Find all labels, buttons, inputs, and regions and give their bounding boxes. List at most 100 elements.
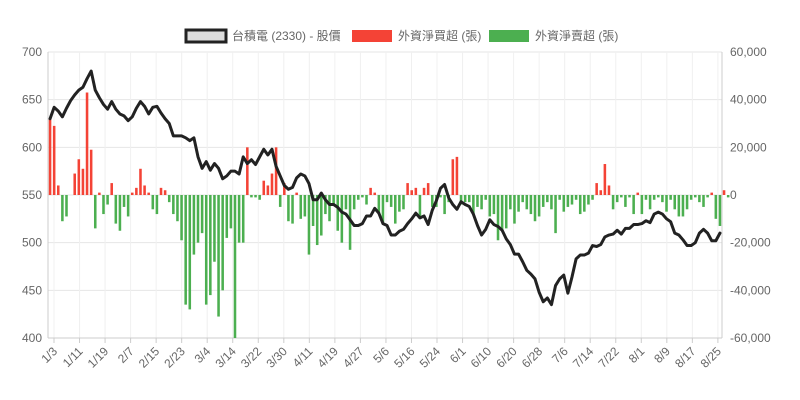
bar-net-sell: [467, 195, 471, 203]
bar-net-sell: [583, 195, 586, 212]
bar-net-sell: [357, 195, 360, 200]
bar-net-sell: [299, 195, 303, 219]
x-axis-tick-label: 6/1: [447, 344, 469, 366]
bar-net-sell: [307, 195, 311, 255]
bar-net-sell: [694, 195, 697, 198]
bar-net-buy: [414, 187, 418, 195]
bar-net-buy: [603, 164, 607, 195]
bar-net-sell: [172, 195, 175, 215]
bar-net-buy: [246, 147, 249, 195]
bar-net-buy: [81, 168, 85, 195]
legend-label: 外資淨買超 (張): [398, 28, 481, 43]
x-axis-tick-label: 8/1: [626, 344, 648, 366]
x-axis-tick-label: 6/20: [493, 344, 520, 371]
price-line: [48, 69, 722, 307]
bar-net-buy: [636, 192, 640, 195]
bar-net-sell: [620, 195, 623, 198]
bar-net-sell: [254, 195, 257, 198]
bar-net-sell: [328, 195, 331, 222]
bar-net-sell: [459, 195, 463, 205]
left-axis-tick-label: 550: [22, 188, 42, 202]
legend-item-net-sell[interactable]: 外資淨賣超 (張): [489, 28, 618, 43]
bar-net-sell: [706, 195, 709, 198]
bar-net-sell: [381, 195, 385, 224]
legend-item-net-buy[interactable]: 外資淨買超 (張): [352, 28, 481, 43]
bar-net-sell: [513, 195, 516, 224]
bar-net-sell: [718, 195, 722, 226]
bar-net-sell: [611, 195, 615, 210]
bar-net-sell: [541, 195, 545, 207]
bar-net-sell: [521, 195, 524, 203]
bar-net-sell: [167, 195, 171, 203]
bar-net-sell: [657, 195, 660, 198]
legend-swatch-bar: [352, 30, 392, 42]
bar-net-sell: [546, 195, 549, 203]
bar-net-sell: [685, 195, 689, 210]
bar-net-sell: [517, 195, 520, 212]
bar-net-sell: [394, 195, 397, 224]
bar-net-sell: [681, 195, 685, 217]
bar-net-buy: [77, 159, 81, 195]
bar-net-sell: [677, 195, 681, 217]
bar-net-sell: [615, 195, 619, 203]
bar-net-sell: [476, 195, 479, 207]
bar-net-sell: [303, 195, 307, 217]
bar-net-sell: [624, 195, 627, 207]
bar-net-sell: [500, 195, 504, 231]
right-axis-tick-label: 40,000: [730, 93, 767, 107]
bar-net-buy: [270, 173, 274, 195]
bar-net-sell: [229, 195, 233, 229]
x-axis-tick-label: 4/19: [315, 344, 342, 371]
legend[interactable]: 台積電 (2330) - 股價 外資淨買超 (張) 外資淨賣超 (張): [184, 28, 618, 44]
bar-net-sell: [204, 195, 208, 305]
bar-net-sell: [315, 195, 319, 246]
legend-label: 外資淨賣超 (張): [535, 28, 618, 43]
bar-net-buy: [451, 159, 455, 195]
bar-net-sell: [480, 195, 483, 210]
bar-net-sell: [484, 195, 487, 200]
bar-net-buy: [283, 183, 286, 195]
bar-net-sell: [192, 195, 196, 255]
bar-net-sell: [225, 195, 229, 238]
bar-net-sell: [217, 195, 220, 317]
left-axis-tick-label: 600: [22, 140, 42, 154]
x-axis-tick-label: 8/25: [698, 344, 725, 371]
bar-net-sell: [176, 195, 179, 222]
x-axis-tick-label: 5/24: [417, 344, 444, 371]
bar-net-buy: [73, 173, 76, 195]
bar-net-sell: [151, 195, 155, 210]
bar-net-sell: [632, 195, 635, 215]
bar-net-sell: [365, 195, 368, 205]
bar-net-buy: [147, 192, 150, 195]
bar-net-sell: [122, 195, 126, 207]
bar-net-buy: [607, 185, 611, 195]
bar-net-sell: [665, 195, 668, 212]
bar-net-buy: [710, 192, 713, 195]
bar-net-buy: [139, 168, 142, 195]
bar-net-sell: [385, 195, 389, 203]
line-series: [48, 69, 722, 307]
bar-net-sell: [628, 195, 631, 198]
bar-net-sell: [537, 195, 541, 217]
bar-net-sell: [554, 195, 557, 234]
bar-net-sell: [287, 195, 290, 222]
bar-net-sell: [102, 195, 105, 215]
bar-net-buy: [422, 187, 426, 195]
bar-net-sell: [389, 195, 393, 207]
bar-net-sell: [336, 195, 340, 231]
bar-net-sell: [61, 195, 64, 222]
bar-net-sell: [184, 195, 187, 305]
x-axis-tick-label: 2/7: [115, 344, 137, 366]
bar-net-sell: [65, 195, 68, 217]
bar-net-sell: [488, 195, 492, 217]
bar-net-sell: [496, 195, 500, 241]
x-axis: 1/3 1/11 1/19 2/7 2/15 2/23 3/4 3/14 3/22 3/30 4/1…: [38, 338, 724, 371]
bar-net-sell: [196, 195, 200, 243]
x-axis-tick-label: 1/3: [38, 344, 60, 366]
bar-net-sell: [702, 195, 705, 207]
bar-net-sell: [237, 195, 241, 243]
bar-net-sell: [673, 195, 677, 210]
legend-item-price[interactable]: 台積電 (2330) - 股價: [184, 28, 341, 44]
bar-net-buy: [163, 190, 167, 195]
